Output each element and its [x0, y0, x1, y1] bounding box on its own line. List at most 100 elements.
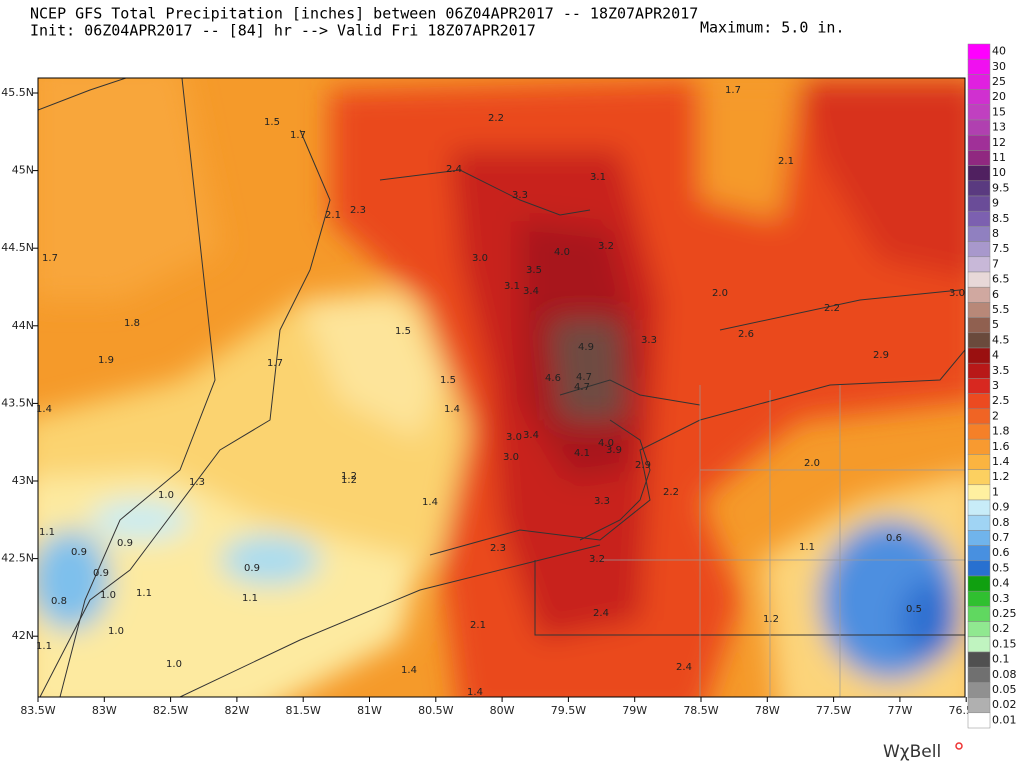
colorbar-label: 2.5	[992, 394, 1010, 407]
point-label: 3.2	[598, 241, 614, 252]
point-label: 1.5	[395, 326, 411, 337]
point-label: 3.4	[523, 430, 539, 441]
point-label: 2.3	[490, 543, 506, 554]
point-label: 1.2	[341, 475, 357, 486]
colorbar-label: 0.4	[992, 577, 1010, 590]
point-label: 3.4	[523, 286, 539, 297]
colorbar-swatch	[967, 180, 991, 197]
colorbar-swatch	[967, 454, 991, 470]
colorbar-label: 3	[992, 379, 999, 392]
colorbar-swatch	[967, 241, 991, 258]
point-label: 2.9	[635, 460, 651, 471]
subtitle: Init: 06Z04APR2017 -- [84] hr --> Valid …	[30, 22, 536, 40]
point-label: 4.6	[545, 373, 561, 384]
colorbar-label: 2	[992, 409, 999, 422]
colorbar-label: 0.25	[992, 607, 1017, 620]
colorbar-swatch	[967, 74, 991, 90]
title: NCEP GFS Total Precipitation [inches] be…	[30, 5, 698, 23]
colorbar-label: 0.01	[992, 713, 1017, 726]
point-label: 2.3	[350, 205, 366, 216]
colorbar-swatch	[967, 499, 991, 516]
point-label: 2.9	[873, 350, 889, 361]
colorbar-swatch	[967, 89, 991, 106]
point-label: 0.6	[886, 533, 902, 544]
y-tick-label: 43N	[12, 474, 34, 487]
colorbar-label: 13	[992, 121, 1006, 134]
brand-icon	[955, 742, 963, 750]
x-tick-label: 83W	[92, 704, 117, 717]
point-label: 2.1	[470, 620, 486, 631]
colorbar-label: 9	[992, 197, 999, 210]
y-tick-label: 45.5N	[1, 86, 34, 99]
point-label: 2.4	[593, 608, 609, 619]
point-label: 3.2	[589, 554, 605, 565]
colorbar-label: 40	[992, 45, 1006, 58]
point-label: 1.3	[189, 477, 205, 488]
colorbar-swatch	[967, 590, 991, 607]
colorbar-label: 1.8	[992, 425, 1010, 438]
point-label: 3.1	[590, 172, 606, 183]
colorbar-swatch	[967, 469, 991, 486]
colorbar-swatch	[967, 666, 991, 683]
point-label: 3.0	[949, 288, 965, 299]
point-label: 1.7	[290, 130, 306, 141]
point-label: 2.6	[738, 329, 754, 340]
colorbar-swatch	[967, 621, 991, 638]
point-label: 4.0	[554, 247, 570, 258]
colorbar-swatch	[967, 636, 991, 653]
precip-field	[38, 78, 965, 697]
point-label: 1.0	[100, 590, 116, 601]
y-tick-label: 44N	[12, 319, 34, 332]
colorbar-swatch	[967, 514, 991, 531]
point-label: 4.9	[578, 342, 594, 353]
colorbar-label: 1.4	[992, 455, 1010, 468]
colorbar-label: 0.6	[992, 546, 1010, 559]
colorbar-label: 6	[992, 288, 999, 301]
colorbar-swatch	[967, 58, 991, 75]
point-label: 0.9	[93, 568, 109, 579]
colorbar-label: 0.8	[992, 516, 1010, 529]
colorbar-swatch	[967, 165, 991, 182]
point-label: 2.4	[446, 164, 462, 175]
colorbar-swatch	[967, 210, 991, 227]
colorbar-label: 10	[992, 166, 1006, 179]
colorbar-swatch	[967, 682, 991, 698]
point-label: 2.4	[676, 662, 692, 673]
point-label: 2.0	[712, 288, 728, 299]
colorbar-swatch	[967, 271, 991, 288]
x-tick-label: 79W	[622, 704, 647, 717]
point-label: 1.0	[108, 626, 124, 637]
colorbar-label: 0.08	[992, 668, 1017, 681]
colorbar-swatch	[967, 104, 991, 121]
colorbar-swatch	[967, 393, 991, 410]
colorbar-label: 4.5	[992, 333, 1010, 346]
colorbar-swatch	[967, 560, 991, 577]
point-label: 1.2	[341, 471, 357, 482]
boundaries	[38, 78, 965, 697]
y-tick-label: 43.5N	[1, 396, 34, 409]
colorbar-swatch	[967, 378, 991, 394]
point-label: 0.5	[906, 604, 922, 615]
brand: WχBell	[883, 742, 941, 762]
point-label: 4.7	[574, 382, 590, 393]
point-label: 1.4	[422, 497, 438, 508]
point-label: 1.1	[39, 527, 55, 538]
point-label: 1.1	[799, 542, 815, 553]
point-label: 3.0	[472, 253, 488, 264]
colorbar-label: 9.5	[992, 181, 1010, 194]
x-tick-label: 82.5W	[153, 704, 188, 717]
colorbar-label: 1.2	[992, 470, 1010, 483]
colorbar-label: 5	[992, 318, 999, 331]
colorbar-swatch	[967, 606, 991, 622]
point-label: 2.0	[804, 458, 820, 469]
y-tick-label: 42N	[12, 629, 34, 642]
colorbar-swatch	[967, 195, 991, 212]
colorbar-label: 0.15	[992, 637, 1017, 650]
colorbar-swatch	[967, 256, 991, 273]
colorbar-swatch	[967, 423, 991, 440]
point-label: 1.9	[98, 355, 114, 366]
point-label: 1.8	[124, 318, 140, 329]
colorbar-label: 8	[992, 227, 999, 240]
point-label: 3.9	[606, 445, 622, 456]
point-label: 1.0	[158, 490, 174, 501]
